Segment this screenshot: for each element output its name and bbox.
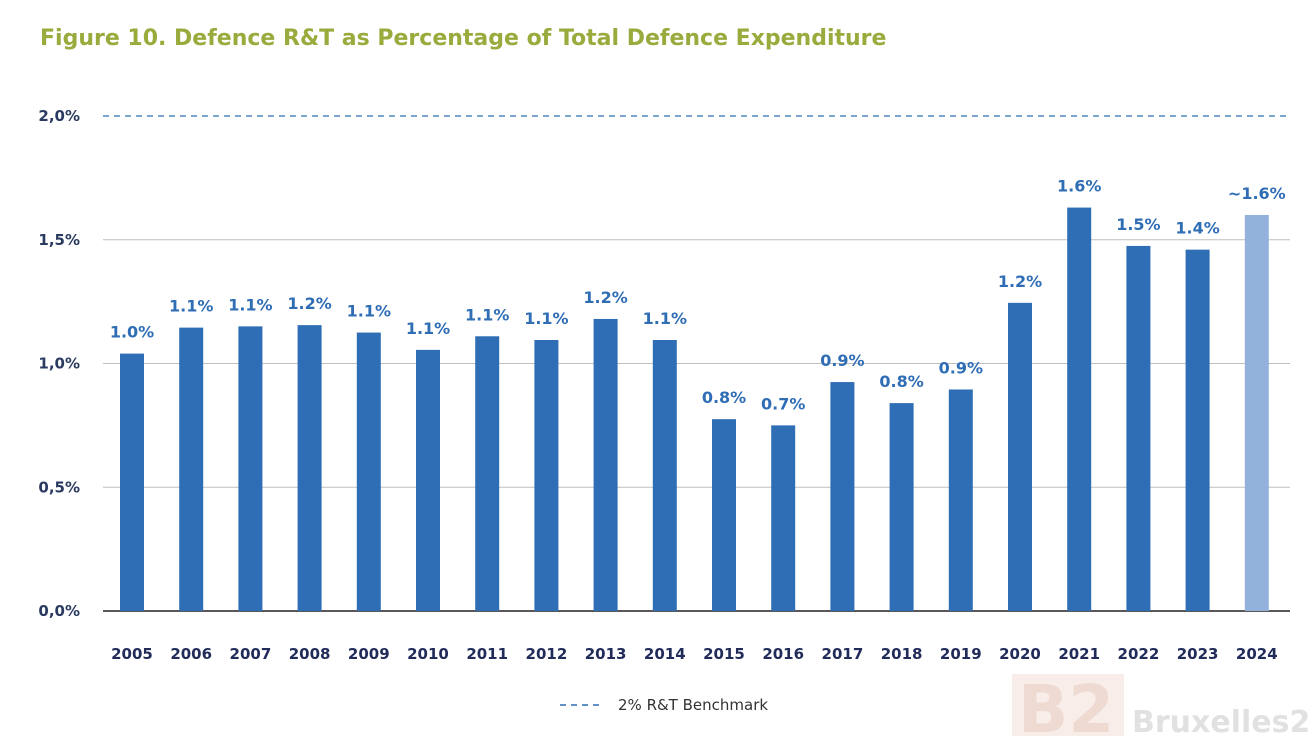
bar-2023 xyxy=(1185,249,1210,611)
bar-2016 xyxy=(771,425,796,611)
y-tick-label: 1,0% xyxy=(38,355,80,373)
data-label-2011: 1.1% xyxy=(465,305,509,324)
x-tick-label-2016: 2016 xyxy=(762,645,804,663)
x-tick-label-2008: 2008 xyxy=(289,645,331,663)
bar-2020 xyxy=(1008,302,1032,611)
bars xyxy=(120,207,1269,611)
bar-2014 xyxy=(652,339,677,611)
bar-2021 xyxy=(1067,207,1092,611)
x-tick-label-2022: 2022 xyxy=(1118,645,1160,663)
data-label-2017: 0.9% xyxy=(820,351,864,370)
data-label-2020: 1.2% xyxy=(998,272,1042,291)
x-tick-label-2023: 2023 xyxy=(1177,645,1219,663)
bar-2012 xyxy=(534,339,559,611)
bar-2007 xyxy=(238,326,263,611)
legend-benchmark-label: 2% R&T Benchmark xyxy=(618,696,768,714)
legend: 2% R&T Benchmark xyxy=(560,696,768,714)
grid-lines xyxy=(103,115,1290,612)
bar-2010 xyxy=(416,349,440,611)
bar-2011 xyxy=(475,336,500,611)
data-label-2022: 1.5% xyxy=(1116,215,1160,234)
bar-2015 xyxy=(712,419,736,611)
x-tick-label-2024: 2024 xyxy=(1236,645,1278,663)
x-tick-label-2011: 2011 xyxy=(466,645,508,663)
x-tick-label-2013: 2013 xyxy=(585,645,627,663)
data-label-2010: 1.1% xyxy=(406,319,450,338)
y-axis-ticks: 0,0% 0,5% 1,0% 1,5% 2,0% xyxy=(38,107,80,620)
x-tick-label-2010: 2010 xyxy=(407,645,449,663)
data-label-2009: 1.1% xyxy=(347,302,391,321)
bar-2006 xyxy=(179,327,204,611)
bar-2022 xyxy=(1126,245,1151,611)
x-tick-label-2017: 2017 xyxy=(822,645,864,663)
x-tick-label-2021: 2021 xyxy=(1058,645,1100,663)
bar-2013 xyxy=(593,318,618,611)
y-tick-label: 1,5% xyxy=(38,231,80,249)
chart-title: Figure 10. Defence R&T as Percentage of … xyxy=(40,26,887,51)
data-label-2019: 0.9% xyxy=(939,358,983,377)
data-label-2008: 1.2% xyxy=(287,294,331,313)
data-label-2007: 1.1% xyxy=(228,295,272,314)
data-label-2012: 1.1% xyxy=(524,309,568,328)
x-tick-label-2005: 2005 xyxy=(111,645,153,663)
x-tick-label-2006: 2006 xyxy=(170,645,212,663)
data-label-2013: 1.2% xyxy=(583,288,627,307)
data-label-2018: 0.8% xyxy=(879,372,923,391)
data-label-2006: 1.1% xyxy=(169,297,213,316)
data-label-2014: 1.1% xyxy=(643,309,687,328)
bar-2017 xyxy=(830,382,855,611)
bar-2009 xyxy=(356,332,381,611)
x-tick-label-2007: 2007 xyxy=(230,645,272,663)
data-label-2015: 0.8% xyxy=(702,388,746,407)
data-labels: 1.0% 1.1% 1.1% 1.2% 1.1% 1.1% 1.1% 1.1% 1.2% 1.1%… xyxy=(110,177,1286,414)
data-label-2021: 1.6% xyxy=(1057,177,1101,196)
bar-2005 xyxy=(120,353,144,611)
x-tick-label-2018: 2018 xyxy=(881,645,923,663)
data-label-2023: 1.4% xyxy=(1175,219,1219,238)
x-tick-label-2012: 2012 xyxy=(526,645,568,663)
bar-2019 xyxy=(948,389,973,611)
bar-2008 xyxy=(297,325,322,611)
x-axis-categories: 2005 2006 2007 2008 2009 2010 2011 2012 2013 2014… xyxy=(111,645,1278,663)
y-tick-label: 2,0% xyxy=(38,107,80,125)
x-tick-label-2015: 2015 xyxy=(703,645,745,663)
x-tick-label-2009: 2009 xyxy=(348,645,390,663)
x-tick-label-2014: 2014 xyxy=(644,645,686,663)
data-label-2016: 0.7% xyxy=(761,394,805,413)
data-label-2005: 1.0% xyxy=(110,323,154,342)
data-label-2024: ~1.6% xyxy=(1228,184,1286,203)
y-tick-label: 0,0% xyxy=(38,602,80,620)
bar-2018 xyxy=(889,403,914,611)
y-tick-label: 0,5% xyxy=(38,478,80,496)
x-tick-label-2019: 2019 xyxy=(940,645,982,663)
bar-2024 xyxy=(1244,215,1269,611)
x-tick-label-2020: 2020 xyxy=(999,645,1041,663)
